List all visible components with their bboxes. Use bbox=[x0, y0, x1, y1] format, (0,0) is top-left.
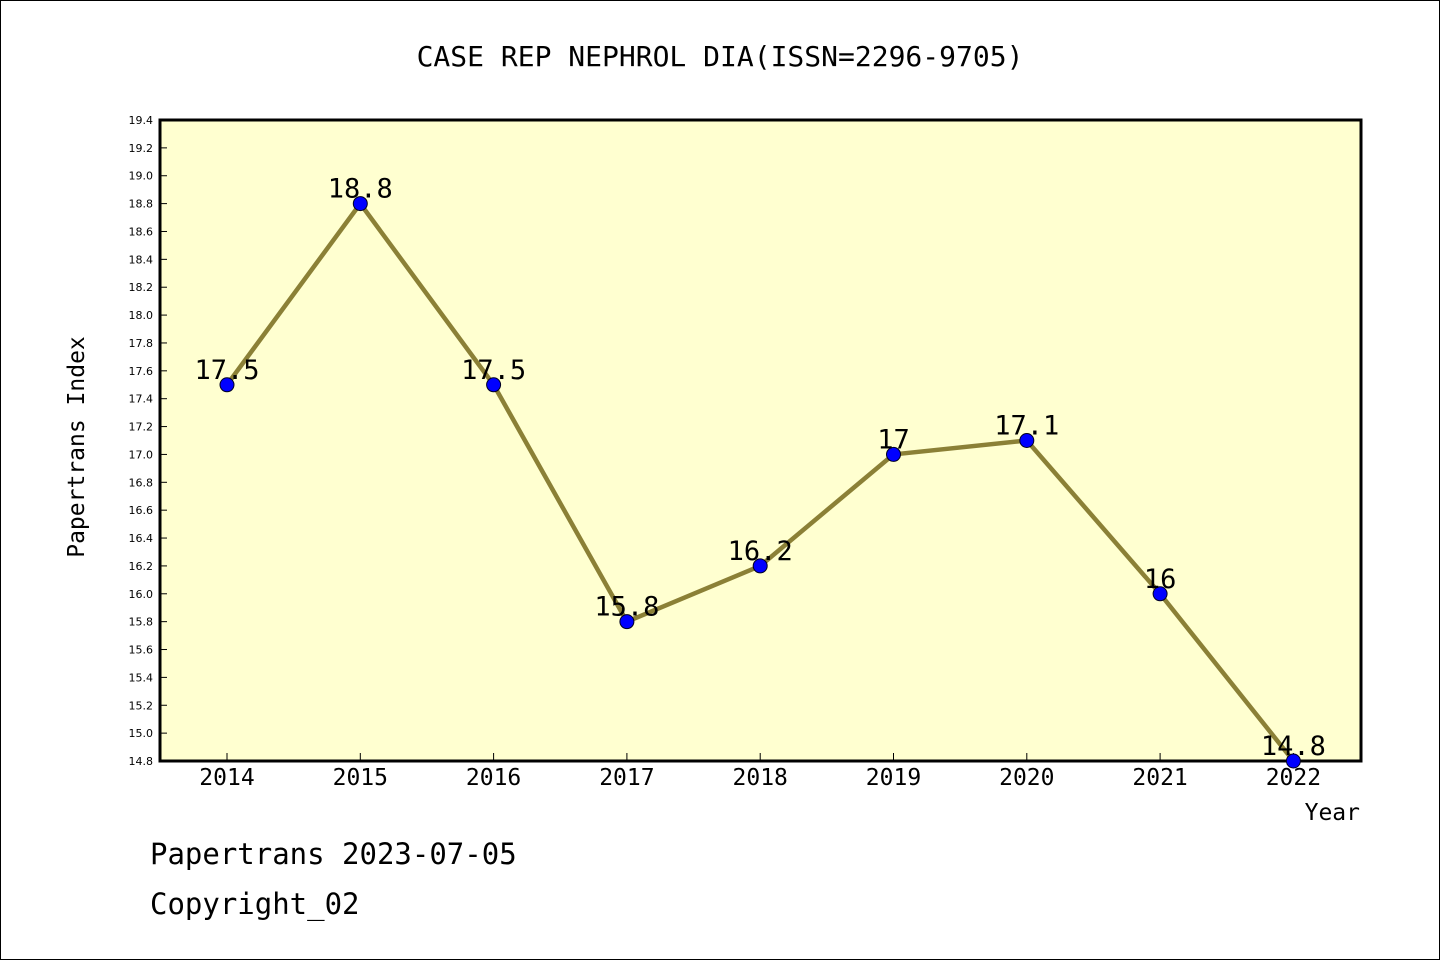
plot-area bbox=[158, 118, 1363, 763]
data-point bbox=[486, 377, 502, 393]
x-tick-label: 2019 bbox=[866, 765, 921, 791]
y-tick-label: 18.2 bbox=[129, 281, 154, 294]
data-label: 18.8 bbox=[328, 174, 393, 205]
y-axis: 14.8 15.0 15.2 15.4 15.6 15.8 16.0 16.2 16.4 16.6… bbox=[129, 114, 167, 768]
y-tick-label: 15.6 bbox=[129, 644, 154, 657]
x-tick-label: 2018 bbox=[733, 765, 788, 791]
x-tick-label: 2016 bbox=[466, 765, 521, 791]
data-label: 17.1 bbox=[994, 411, 1059, 442]
data-label: 14.8 bbox=[1261, 731, 1326, 762]
data-label: 17.5 bbox=[194, 355, 259, 386]
data-point bbox=[1152, 586, 1168, 602]
x-tick-label: 2015 bbox=[333, 765, 388, 791]
y-tick-label: 19.0 bbox=[129, 170, 154, 183]
y-tick-label: 18.4 bbox=[129, 253, 154, 266]
x-axis: 2014 2015 2016 2017 2018 2019 2020 2021 2022 bbox=[199, 753, 1321, 791]
data-label: 17 bbox=[877, 424, 910, 455]
y-tick-label: 18.0 bbox=[129, 309, 154, 322]
y-tick-label: 16.6 bbox=[129, 504, 154, 517]
y-axis-label: Papertrans Index bbox=[64, 336, 90, 558]
data-point bbox=[1285, 753, 1301, 769]
x-tick-label: 2014 bbox=[199, 765, 254, 791]
data-label: 16 bbox=[1144, 564, 1177, 595]
x-tick-label: 2021 bbox=[1132, 765, 1187, 791]
y-tick-label: 15.2 bbox=[129, 699, 154, 712]
data-point bbox=[1019, 433, 1035, 448]
data-point bbox=[619, 614, 635, 630]
y-tick-label: 16.8 bbox=[129, 476, 154, 489]
y-tick-label: 17.2 bbox=[129, 421, 154, 434]
y-tick-label: 19.4 bbox=[129, 114, 154, 127]
y-tick-label: 14.8 bbox=[129, 755, 154, 768]
data-labels: 17.5 18.8 17.5 15.8 16.2 17 17.1 16 14.8 bbox=[194, 174, 1325, 762]
data-label: 17.5 bbox=[461, 355, 526, 386]
y-tick-label: 16.2 bbox=[129, 560, 154, 573]
y-tick-label: 19.2 bbox=[129, 142, 154, 155]
data-point bbox=[752, 558, 768, 574]
y-tick-label: 15.8 bbox=[129, 616, 154, 629]
y-tick-label: 15.0 bbox=[129, 727, 154, 740]
footer-copyright: Copyright_02 bbox=[150, 887, 360, 922]
data-point bbox=[352, 196, 368, 212]
x-tick-label: 2017 bbox=[599, 765, 654, 791]
y-tick-label: 17.8 bbox=[129, 337, 154, 350]
y-tick-label: 17.4 bbox=[129, 393, 154, 406]
y-tick-label: 16.4 bbox=[129, 532, 154, 545]
y-tick-label: 17.0 bbox=[129, 448, 154, 461]
data-point bbox=[219, 377, 235, 393]
y-tick-label: 16.0 bbox=[129, 588, 154, 601]
chart-title: CASE REP NEPHROL DIA(ISSN=2296-9705) bbox=[417, 40, 1024, 73]
x-axis-label: Year bbox=[1305, 800, 1360, 826]
data-label: 16.2 bbox=[728, 536, 793, 567]
y-tick-label: 17.6 bbox=[129, 365, 154, 378]
y-tick-label: 18.8 bbox=[129, 198, 154, 211]
footer-date: Papertrans 2023-07-05 bbox=[150, 837, 517, 871]
y-tick-label: 15.4 bbox=[129, 671, 154, 684]
x-tick-label: 2022 bbox=[1266, 765, 1321, 791]
x-tick-label: 2020 bbox=[999, 765, 1054, 791]
data-point bbox=[886, 446, 901, 462]
y-tick-label: 18.6 bbox=[129, 225, 154, 238]
series-line bbox=[219, 196, 1301, 769]
data-label: 15.8 bbox=[594, 592, 659, 623]
